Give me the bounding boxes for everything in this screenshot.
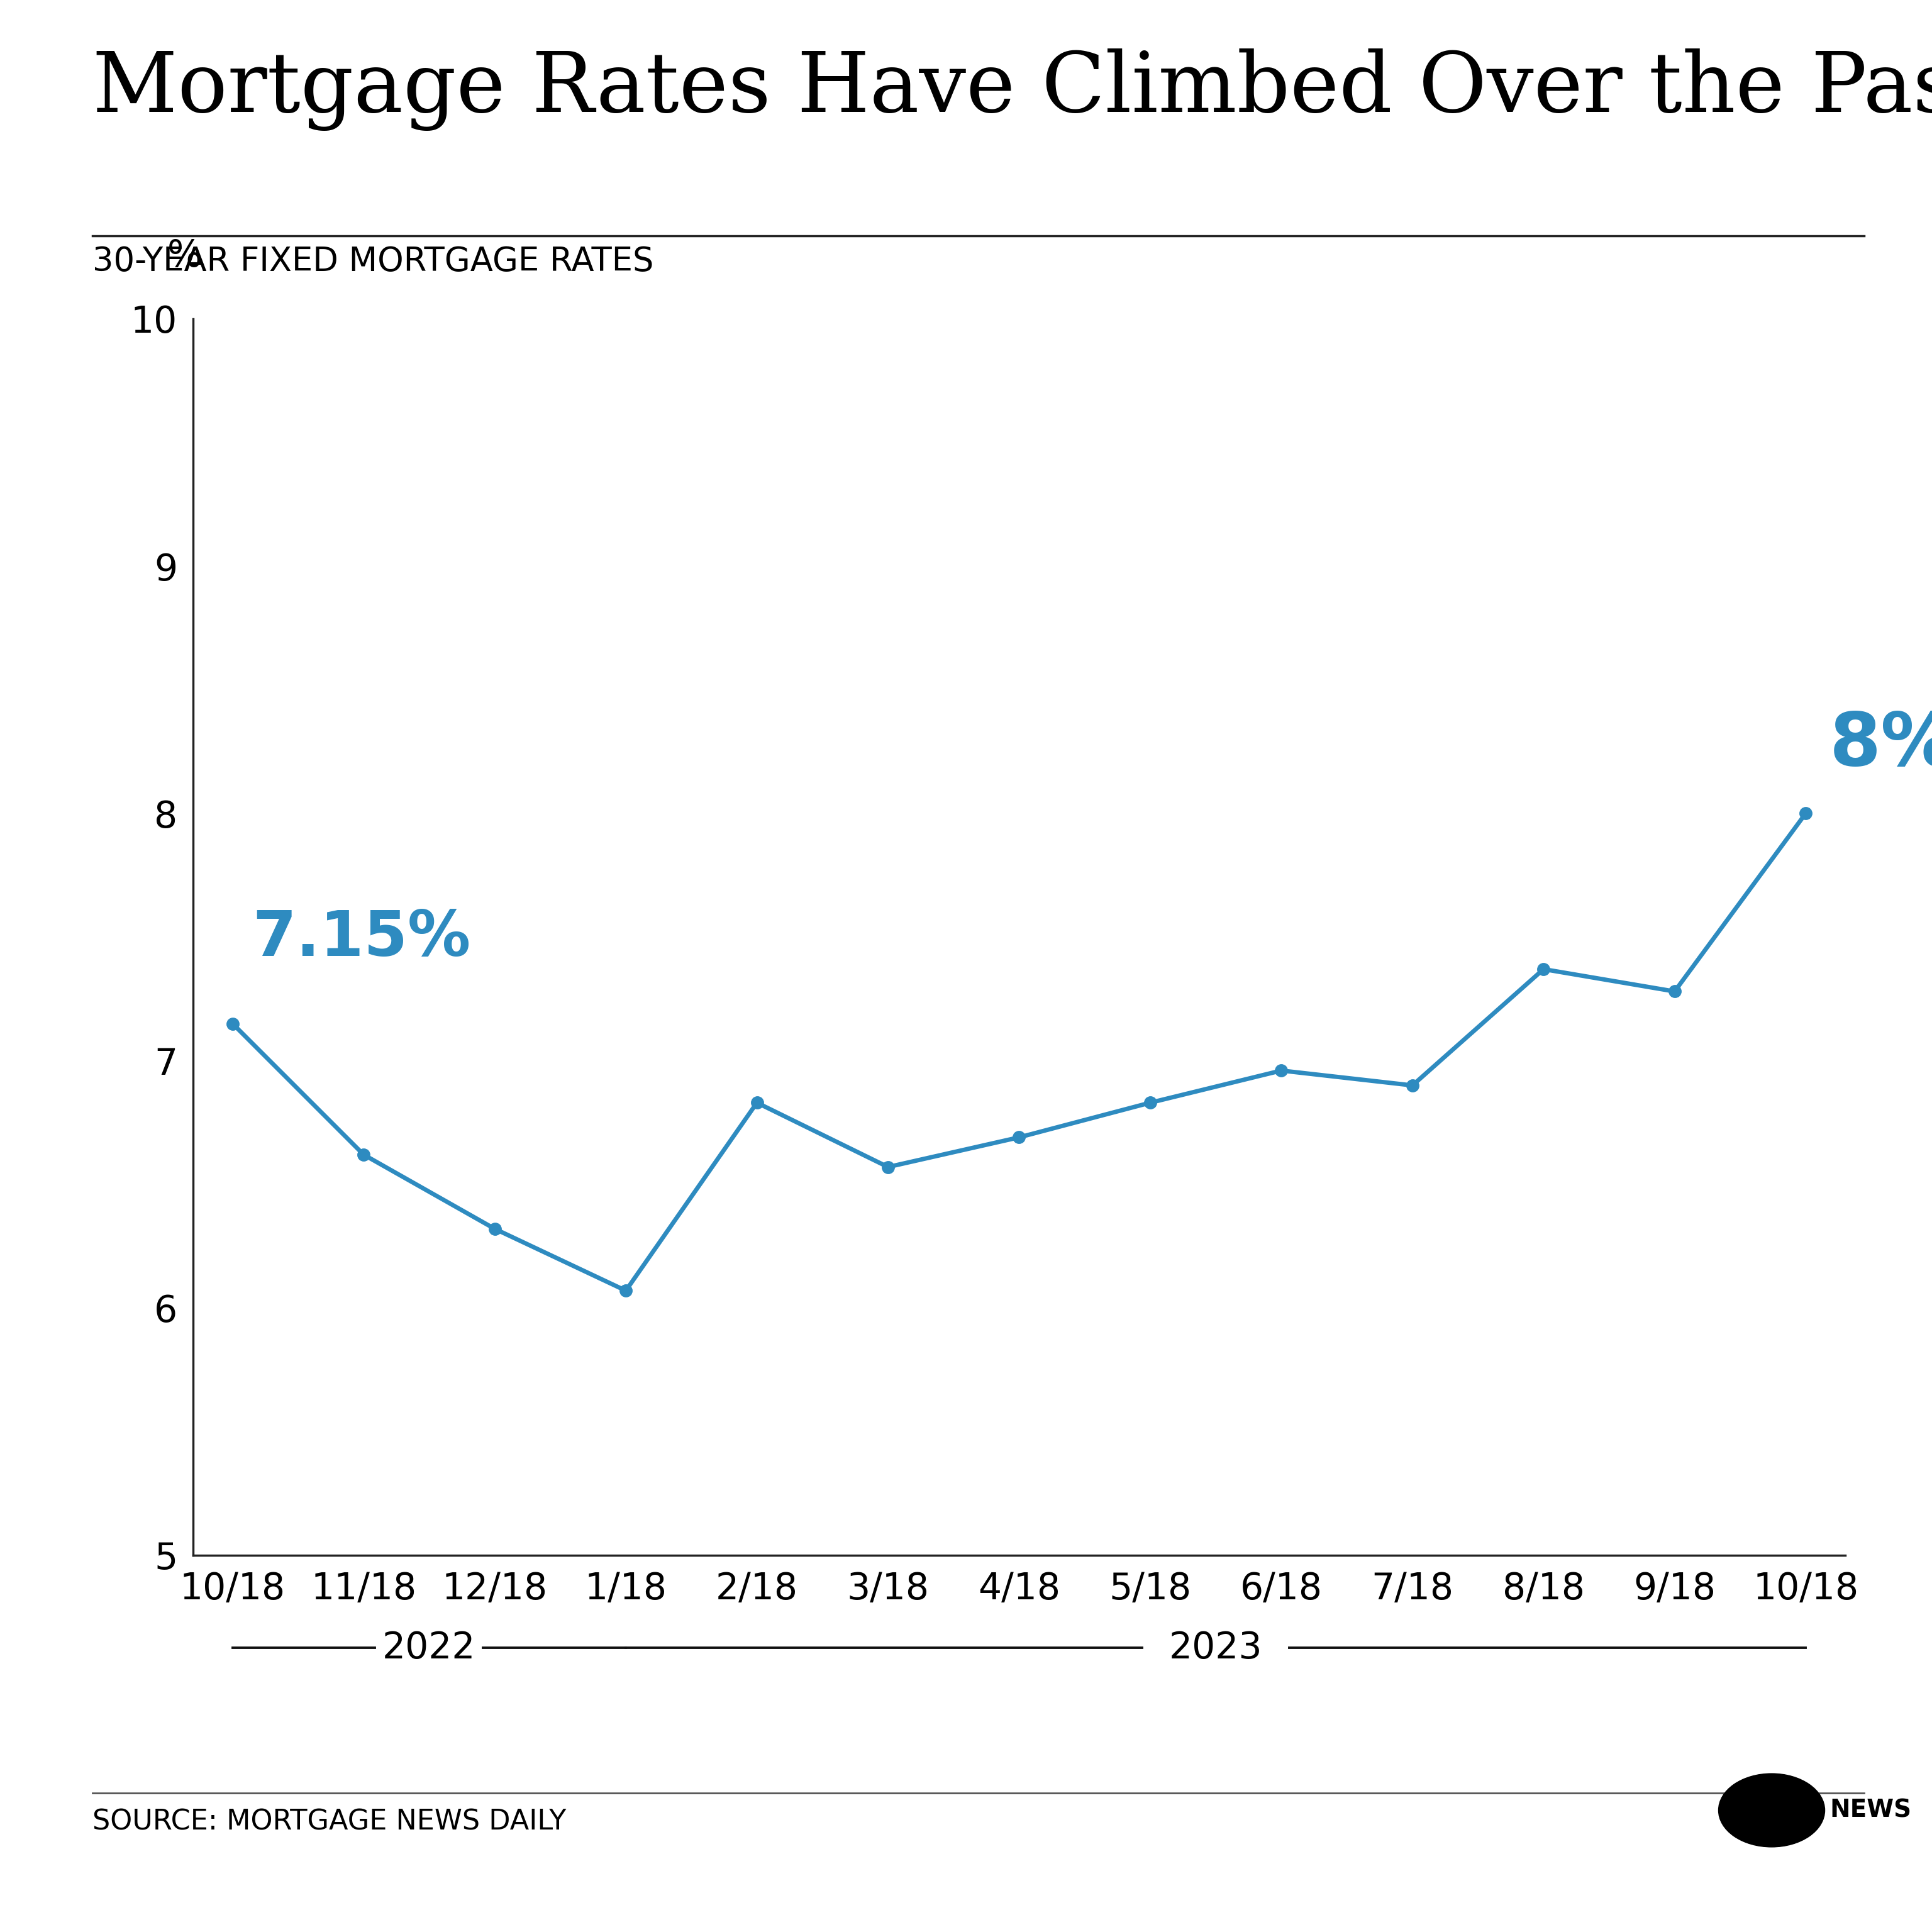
Text: 7.15%: 7.15%: [253, 908, 471, 970]
Text: %: %: [166, 238, 201, 274]
Text: NEWS: NEWS: [1830, 1799, 1911, 1822]
Text: 8%: 8%: [1830, 709, 1932, 781]
Text: 30-YEAR FIXED MORTGAGE RATES: 30-YEAR FIXED MORTGAGE RATES: [93, 245, 655, 278]
Text: abc: abc: [1747, 1797, 1797, 1824]
Text: Mortgage Rates Have Climbed Over the Past Year: Mortgage Rates Have Climbed Over the Pas…: [93, 48, 1932, 131]
Text: 2023: 2023: [1169, 1631, 1262, 1665]
Text: 2022: 2022: [383, 1631, 475, 1665]
Text: SOURCE: MORTGAGE NEWS DAILY: SOURCE: MORTGAGE NEWS DAILY: [93, 1808, 566, 1835]
